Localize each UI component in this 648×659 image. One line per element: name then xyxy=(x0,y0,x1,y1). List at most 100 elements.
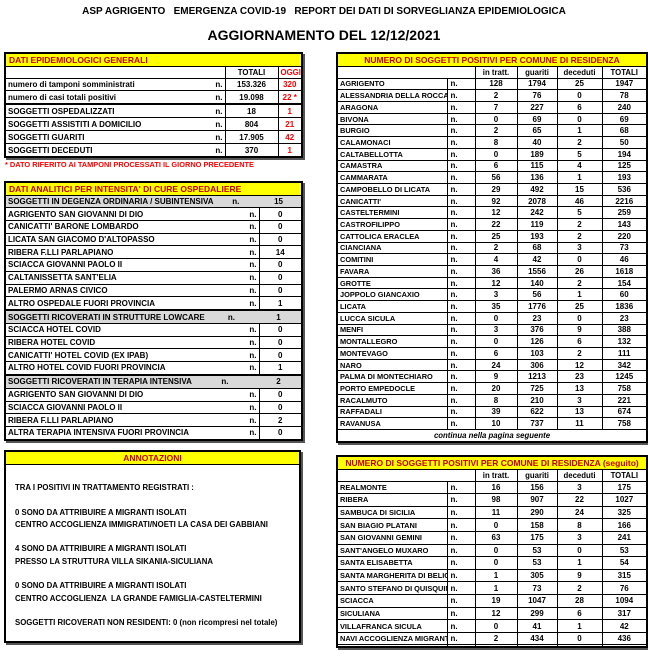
section-header-content: SOGGETTI IN DEGENZA ORDINARIA / SUBINTEN… xyxy=(8,197,299,206)
table-cell xyxy=(601,644,648,648)
n-marker-cell: n. xyxy=(446,206,476,220)
table-row: RIBERA HOTEL COVID n. 0 xyxy=(4,335,303,350)
comune-name: SANT'ANGELO MUXARO xyxy=(336,543,448,558)
cell-value: 907 xyxy=(516,493,558,507)
cell-value: 73 xyxy=(516,581,558,595)
n-marker-cell: n. xyxy=(446,358,476,372)
table-row: CASTROFILIPPO n. 22 119 2 143 xyxy=(336,218,648,231)
cell-value: 28 xyxy=(556,593,603,608)
cell-value: 60 xyxy=(601,288,648,302)
cell-value: 2078 xyxy=(516,194,558,208)
comune-name: CAMMARATA xyxy=(336,171,448,184)
facility-name: CANICATTI' HOTEL COVID (EX IPAB) xyxy=(8,350,149,360)
comune-name: LICATA xyxy=(336,300,448,313)
cell-value: 8 xyxy=(474,393,518,407)
cell-value: 0 xyxy=(258,219,303,234)
n-marker-cell: n. xyxy=(446,405,476,419)
annotation-line: PRESSO LA STRUTTURA VILLA SIKANIA-SICULI… xyxy=(15,556,213,566)
cell-value: 193 xyxy=(601,171,648,184)
facility-label-cell: RIBERA F.LLI PARLAPIANO n. xyxy=(4,245,260,260)
comune-name: RAVANUSA xyxy=(336,417,448,431)
cell-value: 4 xyxy=(474,253,518,266)
table-row: ALTRO HOTEL COVID FUORI PROVINCIA n. 1 xyxy=(4,361,303,375)
table-footer-row: continua nella pagina seguente xyxy=(336,429,648,443)
table-cell xyxy=(556,644,603,648)
cell-value: 2 xyxy=(556,218,603,231)
n-marker: n. xyxy=(249,325,257,335)
cell-value: 189 xyxy=(516,147,558,161)
comune-name: CASTROFILIPPO xyxy=(336,218,448,231)
label-with-n: RIBERA HOTEL COVID n. xyxy=(8,338,257,347)
facility-name: RIBERA F.LLI PARLAPIANO xyxy=(8,247,114,257)
column-header: guariti xyxy=(516,468,558,482)
cell-value: 622 xyxy=(516,405,558,419)
table-row: SOGGETTI DECEDUTI n. 370 1 xyxy=(4,143,303,158)
comune-name: PALMA DI MONTECHIARO xyxy=(336,370,448,384)
cell-value: 737 xyxy=(516,417,558,431)
cell-value: 16 xyxy=(474,480,518,495)
cell-value: 1 xyxy=(556,171,603,184)
comune-name: SICULIANA xyxy=(336,606,448,621)
cell-value: 12 xyxy=(556,358,603,372)
cell-value: 12 xyxy=(474,606,518,621)
cell-value: 259 xyxy=(601,206,648,220)
table-row: CANICATTI' BARONE LOMBARDO n. 0 xyxy=(4,219,303,234)
label-with-n: CANICATTI' BARONE LOMBARDO n. xyxy=(8,222,257,231)
comune-name: CATTOLICA ERACLEA xyxy=(336,229,448,243)
cell-value: 1 xyxy=(556,556,603,570)
tamponi-footnote: * DATO RIFERITO AI TAMPONI PROCESSATI IL… xyxy=(5,160,254,169)
cell-value: 42 xyxy=(516,253,558,266)
n-marker: n. xyxy=(249,260,257,270)
cell-value: 241 xyxy=(601,530,648,545)
cell-value: 20 xyxy=(474,382,518,395)
comune-name: JOPPOLO GIANCAXIO xyxy=(336,288,448,302)
comune-name: LUCCA SICULA xyxy=(336,311,448,325)
n-marker: n. xyxy=(215,106,223,116)
annotation-line xyxy=(15,531,291,543)
cell-value: 40 xyxy=(516,136,558,149)
cell-value: 221 xyxy=(601,393,648,407)
table-row: ALTRA TERAPIA INTENSIVA FUORI PROVINCIA n… xyxy=(4,425,303,441)
table-row: SANT'ANGELO MUXARO n. 0 53 0 53 xyxy=(336,543,648,558)
cell-value: 193 xyxy=(516,229,558,243)
facility-label-cell: AGRIGENTO SAN GIOVANNI DI DIO n. xyxy=(4,387,260,402)
cell-value: 1027 xyxy=(601,493,648,507)
comune-name: NARO xyxy=(336,358,448,372)
cell-value: 0 xyxy=(258,348,303,363)
cell-value: 210 xyxy=(516,393,558,407)
cell-value: 78 xyxy=(601,89,648,102)
annotation-line: 0 SONO DA ATTRIBUIRE A MIGRANTI ISOLATI xyxy=(15,581,187,591)
cell-value: 1245 xyxy=(601,370,648,384)
annotation-line: SOGGETTI RICOVERATI NON RESIDENTI: 0 (no… xyxy=(15,618,278,628)
row-label: numero di casi totali positivi xyxy=(8,92,117,102)
cell-value: 3 xyxy=(474,288,518,302)
facility-label-cell: ALTRA TERAPIA INTENSIVA FUORI PROVINCIA n… xyxy=(4,425,260,441)
n-marker: n. xyxy=(215,79,223,89)
cell-oggi: 320 xyxy=(277,77,303,92)
table-row: CATTOLICA ERACLEA n. 25 193 2 220 xyxy=(336,229,648,243)
n-marker-cell: n. xyxy=(446,171,476,184)
table-row: LUCCA SICULA n. 0 23 0 23 xyxy=(336,311,648,325)
n-marker-cell: n. xyxy=(446,229,476,243)
n-marker-cell: n. xyxy=(446,347,476,360)
cell-value: 3 xyxy=(556,530,603,545)
cell-oggi: 22 * xyxy=(277,90,303,105)
blank-row xyxy=(4,308,303,312)
n-marker-cell: n. xyxy=(446,382,476,395)
cell-value: 0 xyxy=(474,518,518,532)
table-row: SCIACCA n. 19 1047 28 1094 xyxy=(336,593,648,608)
cell-value: 12 xyxy=(474,206,518,220)
cell-value: 0 xyxy=(556,631,603,646)
cell-value: 6 xyxy=(556,335,603,349)
row-label-cell: numero di tamponi somministrati n. xyxy=(4,77,226,92)
facility-label-cell: RIBERA HOTEL COVID n. xyxy=(4,335,260,350)
cell-value: 25 xyxy=(556,77,603,91)
label-with-n: CANICATTI' HOTEL COVID (EX IPAB) n. xyxy=(8,351,257,360)
cell-value: 175 xyxy=(516,530,558,545)
cell-value: 388 xyxy=(601,323,648,337)
n-marker-cell: n. xyxy=(446,89,476,102)
table-title-row: DATI EPIDEMIOLOGICI GENERALI xyxy=(4,52,303,67)
table-row: LICATA n. 35 1776 25 1836 xyxy=(336,300,648,313)
cell-value: 1836 xyxy=(601,300,648,313)
